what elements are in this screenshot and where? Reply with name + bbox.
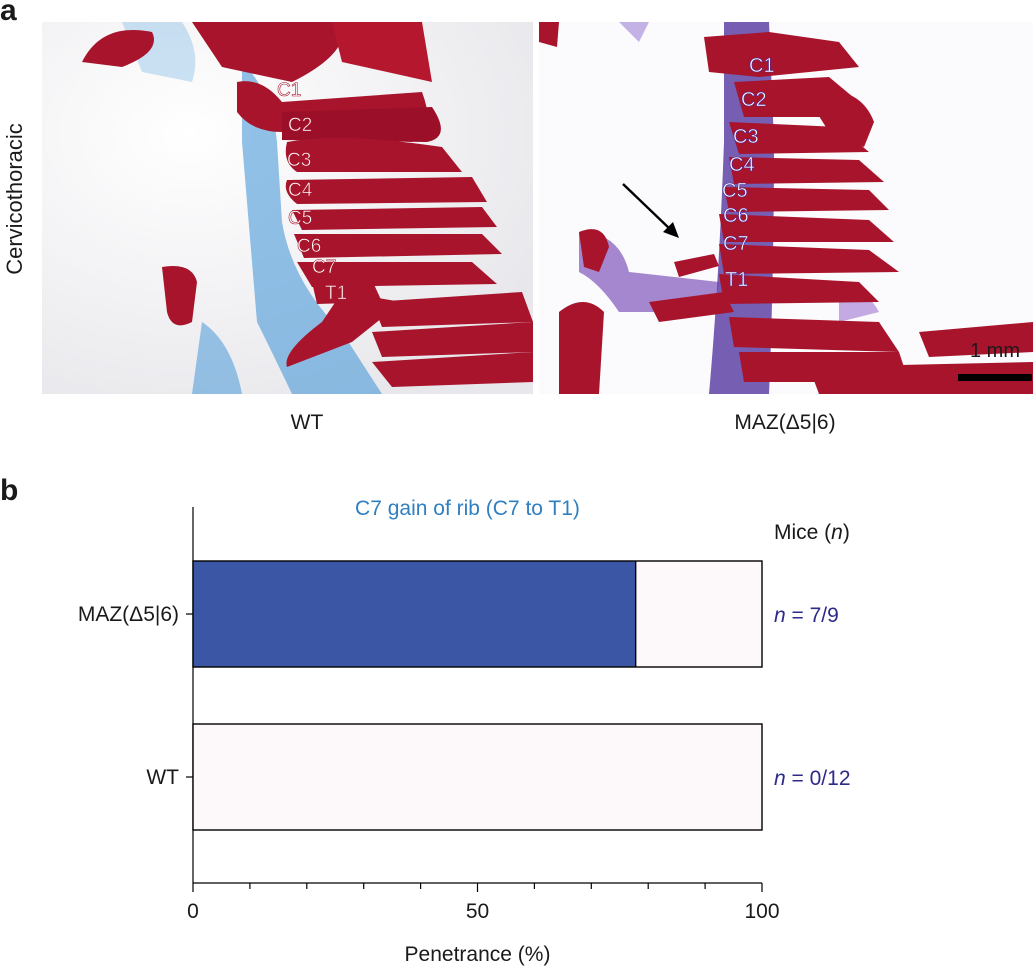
x-tick-label: 100 [744,900,779,923]
wt-caption: WT [290,411,324,434]
wt-label-t1: T1 [325,283,347,304]
n-annotation: n = 7/9 [774,604,839,627]
maz-caption: MAZ(Δ5|6) [734,411,836,434]
arrow-marker [622,183,679,238]
mice-header: Mice (n) [774,521,850,544]
chart-title: C7 gain of rib (C7 to T1) [355,497,580,520]
panel-b-letter: b [0,474,19,507]
y-category-label: WT [146,766,179,789]
maz-label-t1: T1 [725,269,748,291]
maz-skeleton-photo: C1 C2 C3 C4 C5 C6 C7 T1 [539,22,1033,394]
maz-skeleton-illustration: C1 C2 C3 C4 C5 C6 C7 T1 [539,22,1033,394]
wt-vertebra-labels: C1 C2 C3 C4 C5 C6 C7 T1 [277,80,348,305]
wt-label-c4: C4 [288,180,313,201]
maz-label-c6: C6 [723,205,749,227]
penetrance-chart: C7 gain of rib (C7 to T1) Mice (n) 0 50 100 P… [78,497,851,966]
bar-unaffected [193,724,762,830]
bar-unaffected [635,561,762,667]
n-annotation: n = 0/12 [774,767,851,790]
x-tick-label: 50 [466,900,489,923]
scale-bar-label: 1 mm [970,340,1020,362]
maz-label-c2: C2 [741,89,767,111]
wt-skeleton-illustration: C1 C2 C3 C4 C5 C6 C7 T1 [42,22,533,394]
y-category-label: MAZ(Δ5|6) [78,603,179,626]
row-label-text: Cervicothoracic [2,123,27,275]
wt-label-c5: C5 [288,208,312,229]
maz-label-c7: C7 [723,233,749,255]
maz-label-c1: C1 [749,55,775,77]
x-axis-label: Penetrance (%) [405,943,551,966]
row-label: Cervicothoracic [0,123,30,275]
bar-affected [193,561,636,667]
panel-a-letter: a [0,0,17,27]
x-tick-label: 0 [187,900,199,923]
maz-label-c5: C5 [722,180,748,202]
wt-label-c6: C6 [297,236,321,257]
wt-label-c7: C7 [312,257,336,278]
maz-label-c3: C3 [733,126,759,148]
maz-vertebra-labels: C1 C2 C3 C4 C5 C6 C7 T1 [722,55,775,292]
wt-label-c3: C3 [287,150,311,171]
maz-label-c4: C4 [729,154,755,176]
wt-label-c1: C1 [277,80,301,101]
scale-bar [958,374,1032,381]
wt-skeleton-photo: C1 C2 C3 C4 C5 C6 C7 T1 [42,22,533,394]
wt-label-c2: C2 [288,115,312,136]
